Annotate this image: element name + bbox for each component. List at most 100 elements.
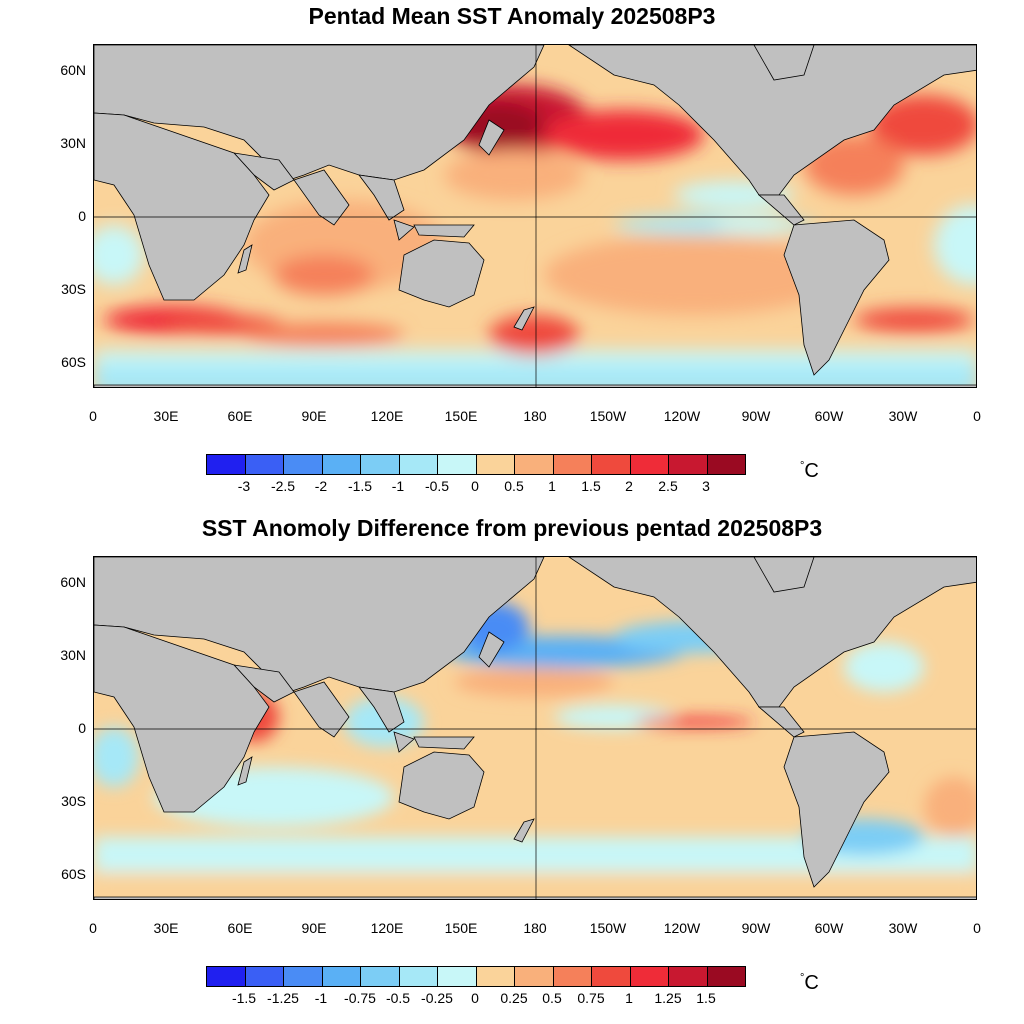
colorbar-label: 2.5 <box>658 478 678 494</box>
colorbar-swatch <box>553 455 592 474</box>
colorbar-label: 0 <box>471 478 479 494</box>
colorbar-label: -1 <box>314 990 328 1006</box>
colorbar-swatch <box>669 455 708 474</box>
x-tick-label: 90W <box>741 408 771 424</box>
y-tick-label: 60S <box>61 866 86 882</box>
colorbar-label: 0.5 <box>542 990 562 1006</box>
colorbar-swatch <box>361 455 400 474</box>
x-tick-label: 150W <box>589 920 627 936</box>
colorbar <box>206 454 746 475</box>
x-tick-label: 60W <box>814 408 844 424</box>
colorbar-swatch <box>476 455 515 474</box>
colorbar-label: 0.75 <box>577 990 605 1006</box>
colorbar-label: 1 <box>548 478 556 494</box>
colorbar-swatch <box>438 967 477 986</box>
x-tick-label: 0 <box>973 408 981 424</box>
unit-letter: C <box>804 972 819 994</box>
colorbar-swatch <box>592 455 631 474</box>
colorbar-label: -0.25 <box>421 990 453 1006</box>
x-tick-label: 150W <box>589 408 627 424</box>
colorbar-swatch <box>630 455 669 474</box>
colorbar-label: -1.25 <box>267 990 299 1006</box>
x-tick-label: 180 <box>523 408 547 424</box>
colorbar-label: -3 <box>237 478 251 494</box>
y-tick-label: 0 <box>78 208 86 224</box>
colorbar-swatch <box>707 967 745 986</box>
x-tick-label: 90E <box>301 920 327 936</box>
colorbar-swatch <box>515 455 554 474</box>
x-tick-label: 150E <box>444 408 478 424</box>
x-tick-label: 90E <box>301 408 327 424</box>
colorbar-swatch <box>322 967 361 986</box>
colorbar-swatch <box>707 455 745 474</box>
x-tick-label: 60W <box>814 920 844 936</box>
x-tick-label: 120E <box>370 920 404 936</box>
x-tick-label: 30E <box>153 920 179 936</box>
colorbar-label: 0 <box>471 990 479 1006</box>
panel-title: SST Anomoly Difference from previous pen… <box>201 515 823 541</box>
y-tick-label: 30S <box>61 281 86 297</box>
y-tick-label: 60N <box>60 574 86 590</box>
colorbar-label: 3 <box>702 478 710 494</box>
degree-symbol: ° <box>800 460 805 472</box>
colorbar-label: -1.5 <box>347 478 373 494</box>
x-tick-label: 120W <box>663 408 701 424</box>
colorbar-swatch <box>284 455 323 474</box>
colorbar-swatch <box>322 455 361 474</box>
colorbar-label: 1.5 <box>581 478 601 494</box>
sst-anomaly-map <box>93 44 977 388</box>
colorbar-swatch <box>399 455 438 474</box>
colorbar-label: -1 <box>391 478 405 494</box>
colorbar-label: -2.5 <box>270 478 296 494</box>
colorbar-swatch <box>207 455 246 474</box>
sst-anomaly-difference-panel: SST Anomoly Difference from previous pen… <box>0 512 1024 1024</box>
colorbar-label: 1.5 <box>696 990 716 1006</box>
x-tick-label: 0 <box>973 920 981 936</box>
colorbar-swatch <box>284 967 323 986</box>
x-tick-label: 90W <box>741 920 771 936</box>
map-svg <box>94 557 976 899</box>
x-tick-label: 30W <box>888 920 918 936</box>
colorbar-swatch <box>669 967 708 986</box>
colorbar-label: 0.5 <box>504 478 524 494</box>
unit-label: °C <box>800 460 819 483</box>
colorbar-label: 1.25 <box>654 990 682 1006</box>
x-tick-label: 30E <box>153 408 179 424</box>
colorbar-label: 1 <box>625 990 633 1006</box>
colorbar-swatch <box>630 967 669 986</box>
sst-anomaly-panel: Pentad Mean SST Anomaly 202508P3 <box>60 3 981 494</box>
colorbar-swatch <box>438 455 477 474</box>
x-tick-label: 60E <box>227 920 253 936</box>
colorbar-label: 2 <box>625 478 633 494</box>
y-tick-label: 30N <box>60 647 86 663</box>
colorbar <box>206 966 746 987</box>
y-tick-label: 30N <box>60 135 86 151</box>
colorbar-swatch <box>476 967 515 986</box>
colorbar-label: -0.75 <box>344 990 376 1006</box>
x-tick-label: 180 <box>523 920 547 936</box>
panel-title: Pentad Mean SST Anomaly 202508P3 <box>308 3 716 29</box>
y-tick-label: 30S <box>61 793 86 809</box>
unit-label: °C <box>800 972 819 995</box>
x-tick-label: 30W <box>888 408 918 424</box>
colorbar-swatch <box>553 967 592 986</box>
sst-anomaly-difference-map <box>93 556 977 900</box>
colorbar-swatch <box>399 967 438 986</box>
x-tick-label: 150E <box>444 920 478 936</box>
colorbar-swatch <box>207 967 246 986</box>
colorbar-swatch <box>515 967 554 986</box>
colorbar-swatch <box>592 967 631 986</box>
x-tick-label: 0 <box>89 920 97 936</box>
x-tick-label: 60E <box>227 408 253 424</box>
x-tick-label: 120W <box>663 920 701 936</box>
colorbar-swatch <box>245 967 284 986</box>
colorbar-label: 0.25 <box>500 990 528 1006</box>
map-svg <box>94 45 976 387</box>
unit-letter: C <box>804 460 819 482</box>
colorbar-label: -2 <box>314 478 328 494</box>
y-tick-label: 60N <box>60 62 86 78</box>
degree-symbol: ° <box>800 972 805 984</box>
y-tick-label: 0 <box>78 720 86 736</box>
colorbar-label: -1.5 <box>231 990 257 1006</box>
x-tick-label: 120E <box>370 408 404 424</box>
